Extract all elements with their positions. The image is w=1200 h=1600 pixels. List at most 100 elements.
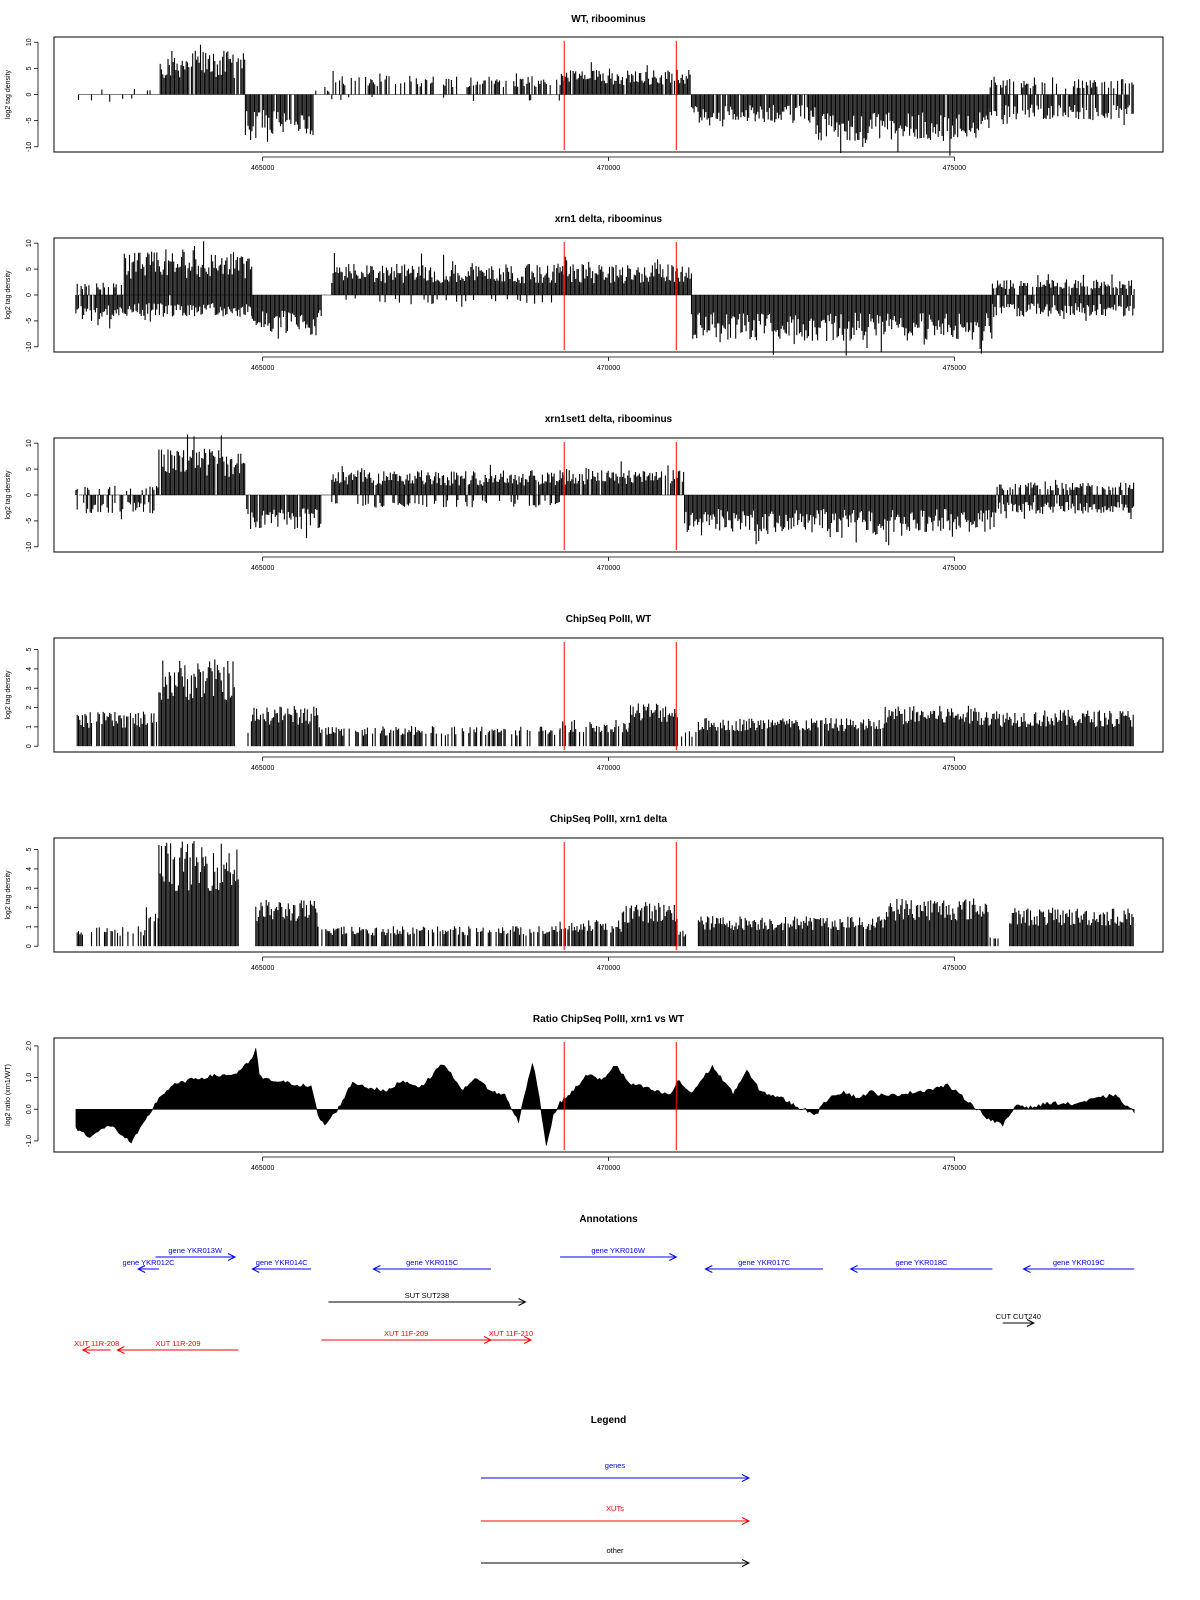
x-axis: 465000 470000 475000 xyxy=(251,1156,966,1172)
data-segment-8 xyxy=(621,902,678,947)
annotation-label: gene YKR016W xyxy=(591,1246,646,1255)
annotation-label: gene YKR017C xyxy=(738,1258,791,1267)
data-segment-4 xyxy=(246,495,322,539)
chart-title: WT, riboominus xyxy=(571,14,646,25)
y-axis: -1.0 0.0 1.0 2.0 log2 ratio (xrn1/WT) xyxy=(5,1041,39,1147)
data-segment-6 xyxy=(331,495,560,508)
data-segment-10 xyxy=(995,495,1135,520)
annotation-arrow xyxy=(560,1253,678,1261)
y-tick-label: -10 xyxy=(26,142,33,152)
chart-title: ChipSeq PolII, WT xyxy=(566,614,652,625)
arrow-head xyxy=(116,1346,125,1354)
data-segment-5 xyxy=(331,464,560,495)
annotation-gene-5: gene YKR016W xyxy=(560,1246,678,1261)
legend-label: genes xyxy=(605,1461,626,1470)
arrow-head xyxy=(251,1265,260,1273)
data-segment-4 xyxy=(123,295,253,322)
data-segment-12 xyxy=(989,937,999,947)
x-tick-label: 470000 xyxy=(597,765,620,772)
x-tick-label: 465000 xyxy=(251,165,274,172)
y-tick-label: 5 xyxy=(26,648,33,652)
data-segment-6 xyxy=(332,71,558,95)
y-tick-label: 1.0 xyxy=(26,1073,33,1083)
y-axis-label: log2 tag density xyxy=(5,69,12,119)
y-tick-label: 10 xyxy=(26,239,33,247)
data-segment-3 xyxy=(159,44,246,95)
x-tick-label: 475000 xyxy=(943,565,966,572)
y-tick-label: 3 xyxy=(26,886,33,890)
x-axis: 465000 470000 475000 xyxy=(251,956,966,972)
plot-frame xyxy=(53,637,1164,753)
arrow-head xyxy=(1026,1319,1035,1327)
annotation-arrow xyxy=(372,1265,491,1273)
data-segment-1 xyxy=(101,88,151,95)
data-segment-7 xyxy=(628,703,678,747)
y-axis: -10 -5 0 5 10 log2 tag density xyxy=(5,239,39,352)
arrow-head xyxy=(741,1559,751,1567)
data-segment-4 xyxy=(244,94,314,142)
arrow-head xyxy=(704,1265,713,1273)
x-tick-label: 470000 xyxy=(597,1165,620,1172)
annotations-panel: Annotations gene YKR013W gene YKR012C gene … xyxy=(74,1214,1135,1354)
y-tick-label: 5 xyxy=(26,267,33,271)
legend-panel: Legend genes XUTs other xyxy=(481,1415,751,1567)
data-segment-4 xyxy=(250,706,319,747)
data-segment-6 xyxy=(331,253,560,295)
annotation-label: XUT 11F-209 xyxy=(384,1329,428,1338)
data-segment-8 xyxy=(559,256,692,295)
arrow-head xyxy=(849,1265,858,1273)
x-axis: 465000 470000 475000 xyxy=(251,156,966,172)
annotation-gene-1: gene YKR013W xyxy=(155,1246,237,1261)
annotation-label: gene YKR019C xyxy=(1053,1258,1106,1267)
x-tick-label: 475000 xyxy=(943,765,966,772)
x-tick-label: 475000 xyxy=(943,1165,966,1172)
data-segment-11 xyxy=(884,898,989,947)
data-segment-9 xyxy=(690,295,993,356)
data-segment-8 xyxy=(681,731,697,747)
annotation-arrow xyxy=(1002,1319,1035,1327)
chart-panel-2: xrn1 delta, riboominus -10 -5 0 5 10 log2 tag … xyxy=(5,214,1164,372)
chart-title: xrn1 delta, riboominus xyxy=(555,214,663,225)
y-tick-label: 2 xyxy=(26,906,33,910)
y-tick-label: 2 xyxy=(26,706,33,710)
y-axis-label: log2 ratio (xrn1/WT) xyxy=(5,1064,12,1126)
data-segment-1 xyxy=(76,711,158,747)
y-axis: 0 1 2 3 4 5 log2 tag density xyxy=(5,648,39,748)
data-segment-2 xyxy=(145,907,159,947)
chart-panel-5: ChipSeq PolII, xrn1 delta 0 1 2 3 4 5 log2 tag … xyxy=(5,814,1164,972)
annotation-arrow xyxy=(1022,1265,1135,1273)
annotation-arrow xyxy=(81,1346,111,1354)
chart-panel-3: xrn1set1 delta, riboominus -10 -5 0 5 10 log2 … xyxy=(5,414,1164,572)
data-segment-10 xyxy=(884,705,989,747)
y-tick-label: 4 xyxy=(26,667,33,671)
plot-frame xyxy=(53,837,1164,953)
annotation-arrow xyxy=(116,1346,239,1354)
data-segment-6 xyxy=(559,720,630,747)
annotation-arrow xyxy=(137,1265,159,1273)
annotation-gene-3: gene YKR014C xyxy=(251,1258,312,1273)
data-segment-1 xyxy=(75,485,159,495)
annotation-label: gene YKR018C xyxy=(895,1258,948,1267)
y-tick-label: 3 xyxy=(26,686,33,690)
y-tick-label: 1 xyxy=(26,725,33,729)
annotation-arrow xyxy=(490,1336,533,1344)
data-segment-7 xyxy=(345,295,553,307)
legend-item-xut: XUTs xyxy=(481,1504,751,1525)
data-segment-8 xyxy=(559,62,691,95)
chart-panel-6: Ratio ChipSeq PolII, xrn1 vs WT -1.0 0.0 1.… xyxy=(5,1014,1164,1172)
data-segment-10 xyxy=(815,94,990,156)
data-segment-5 xyxy=(255,900,318,947)
data-marks xyxy=(76,841,1134,947)
annotation-label: CUT CUT240 xyxy=(996,1312,1041,1321)
y-tick-label: 10 xyxy=(26,38,33,46)
y-tick-label: -5 xyxy=(26,117,33,123)
arrow-head xyxy=(741,1517,751,1525)
y-tick-label: 5 xyxy=(26,848,33,852)
y-axis-label: log2 tag density xyxy=(5,470,12,520)
arrow-head xyxy=(1022,1265,1031,1273)
data-segment-11 xyxy=(991,295,1135,321)
annotation-xut-13: XUT 11R-208 xyxy=(74,1339,119,1354)
data-segment-6 xyxy=(317,926,561,947)
annotation-label: gene YKR012C xyxy=(123,1258,176,1267)
